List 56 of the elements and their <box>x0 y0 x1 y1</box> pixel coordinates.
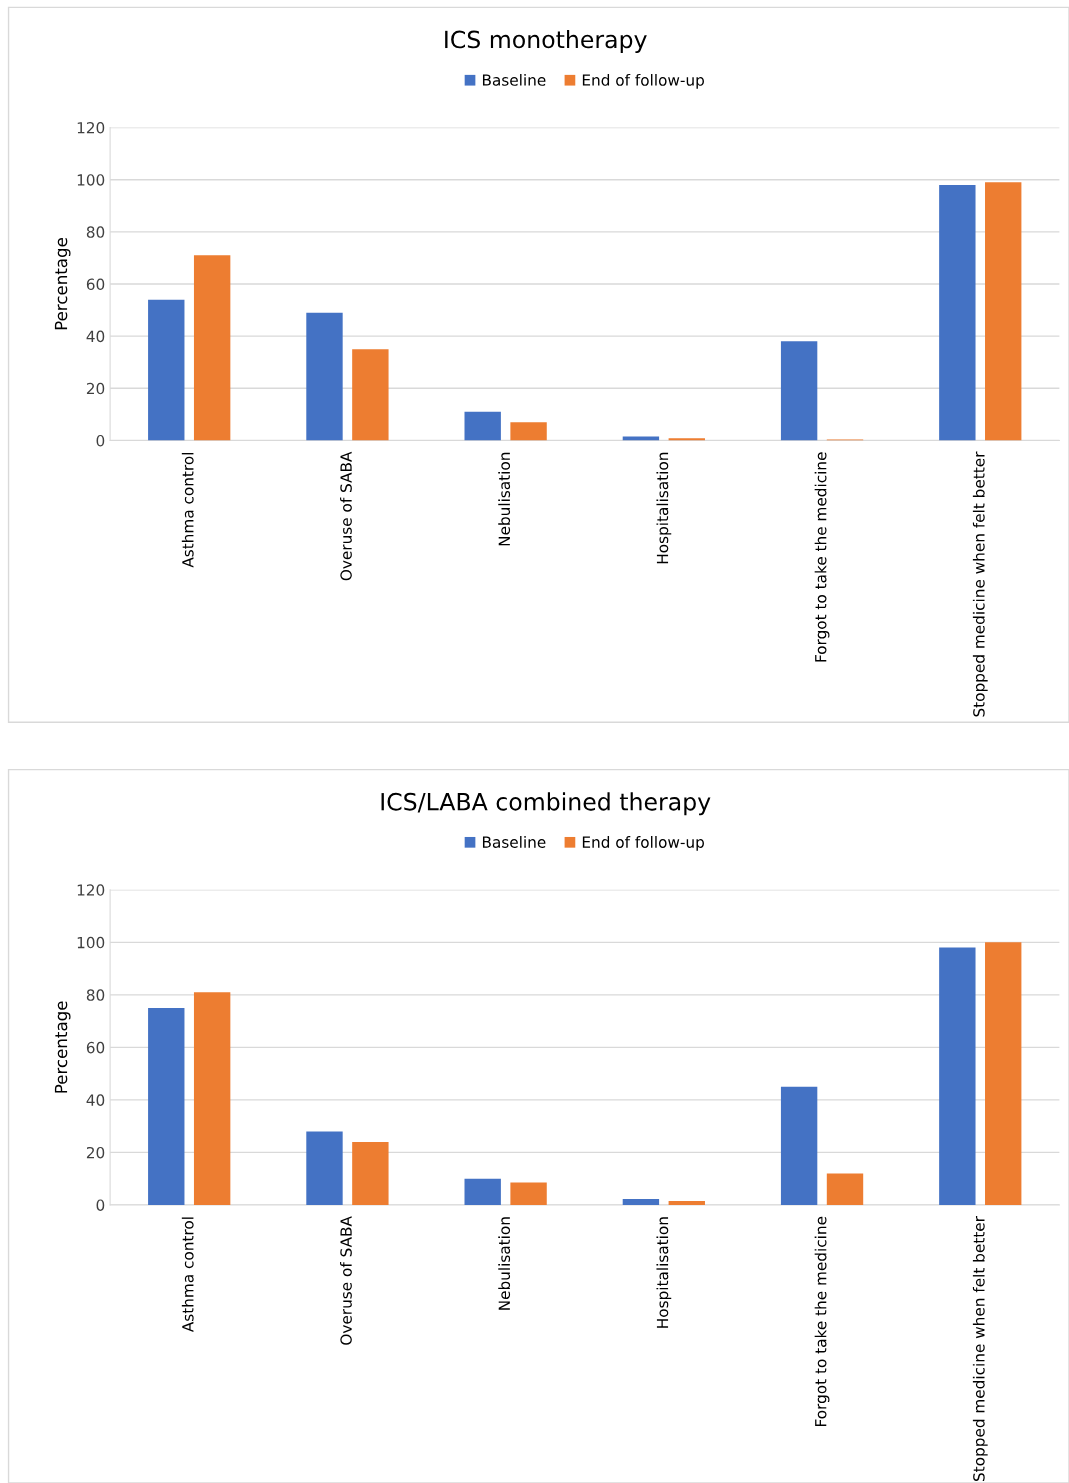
bar <box>939 184 976 441</box>
y-tick-label: 40 <box>86 330 105 343</box>
x-tick-label: Stopped medicine when felt better <box>972 451 988 717</box>
bar <box>939 947 976 1205</box>
bar <box>306 1131 343 1205</box>
bar <box>464 411 501 441</box>
y-tick-label: 80 <box>86 226 105 238</box>
y-tick-label: 80 <box>86 989 105 1001</box>
bar <box>985 182 1022 441</box>
y-tick-label: 0 <box>96 434 105 447</box>
x-tick-label: Hospitalisation <box>656 1217 672 1328</box>
bar <box>826 1173 864 1205</box>
x-tick-label: Stopped medicine when felt better <box>972 1216 988 1481</box>
y-tick-label: 0 <box>96 1199 105 1211</box>
bar <box>352 349 389 441</box>
y-tick-label: 100 <box>77 936 105 949</box>
legend-label: End of follow-up <box>582 73 704 89</box>
bar <box>985 942 1022 1205</box>
chart-title: ICS/LABA combined therapy <box>381 792 711 816</box>
x-tick-label: Overuse of SABA <box>340 1216 352 1345</box>
chart-title: ICS monotherapy <box>445 30 647 53</box>
y-tick-label: 100 <box>77 174 105 186</box>
bar <box>668 1201 705 1205</box>
y-tick-label: 20 <box>86 1146 105 1159</box>
legend-label: End of follow-up <box>582 836 704 851</box>
bar <box>780 1086 818 1205</box>
legend-label: Baseline <box>482 73 546 86</box>
bar <box>148 299 185 441</box>
y-tick-label: 20 <box>86 382 105 395</box>
bar <box>352 1141 389 1205</box>
bar <box>306 312 343 441</box>
y-tick-label: 60 <box>86 278 105 291</box>
x-tick-label: Nebulisation <box>498 1217 511 1310</box>
y-tick-label: 40 <box>86 1094 105 1106</box>
x-tick-label: Hospitalisation <box>656 452 672 564</box>
y-axis-title: Percentage <box>54 238 71 330</box>
bar <box>193 992 231 1205</box>
y-axis-title: Percentage <box>54 1001 71 1093</box>
y-tick-label: 120 <box>77 122 105 134</box>
x-tick-label: Overuse of SABA <box>340 451 352 581</box>
bar <box>668 438 705 441</box>
bar <box>464 1178 501 1205</box>
x-tick-label: Asthma control <box>181 1217 194 1333</box>
bar <box>510 422 547 441</box>
bar <box>193 255 231 441</box>
bar <box>148 1007 185 1205</box>
bar <box>510 1182 547 1205</box>
y-tick-label: 60 <box>86 1041 105 1054</box>
bar <box>622 1198 660 1205</box>
x-tick-label: Forgot to take the medicine <box>814 1216 830 1427</box>
legend-label: Baseline <box>482 836 546 848</box>
y-tick-label: 120 <box>77 884 105 896</box>
bar <box>780 341 818 441</box>
x-tick-label: Asthma control <box>181 452 194 568</box>
x-tick-label: Forgot to take the medicine <box>814 452 830 662</box>
x-tick-label: Nebulisation <box>498 452 511 546</box>
